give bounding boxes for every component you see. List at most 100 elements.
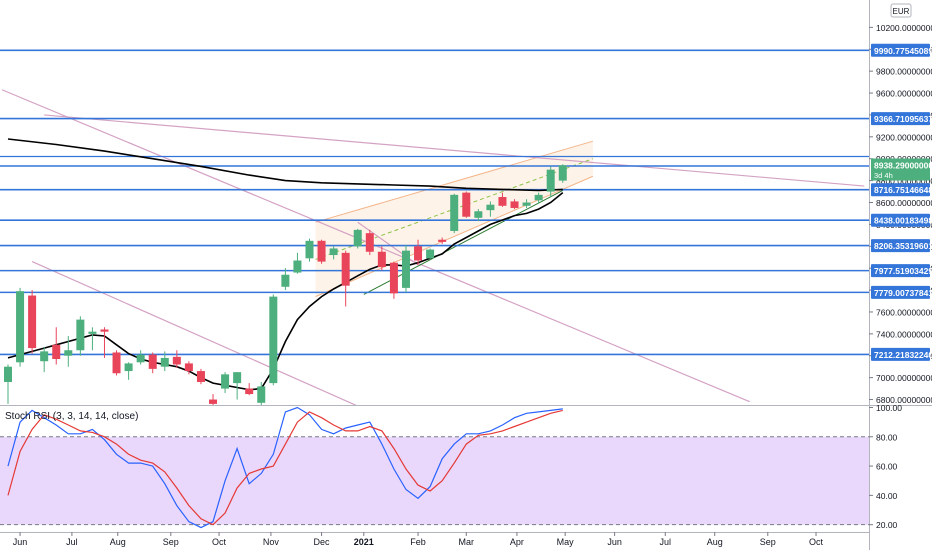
price-axis-label: 8800.00000000	[876, 176, 932, 186]
candle	[100, 327, 109, 358]
stoch-rsi-band-fill	[0, 436, 869, 525]
candle-body	[317, 240, 326, 262]
stoch-rsi-pane[interactable]	[0, 406, 869, 529]
candle-body	[329, 248, 338, 256]
currency-badge[interactable]: EUR	[890, 3, 912, 18]
price-axis-label: 8600.00000000	[876, 198, 932, 208]
current-price-countdown: 3d 4h	[874, 171, 893, 180]
trendline-3[interactable]	[44, 114, 865, 187]
candle-body	[52, 344, 61, 360]
candle-body	[353, 229, 362, 247]
time-axis-label: Jun	[607, 537, 622, 547]
time-axis-label: 2021	[354, 537, 374, 547]
candle-body	[341, 252, 350, 286]
candle	[112, 350, 121, 376]
stoch-rsi-axis-label: 40.00	[876, 491, 898, 501]
level-price-label-bg	[871, 347, 930, 361]
candle	[329, 246, 338, 260]
level-price-label-bg	[871, 43, 930, 57]
trendlines[interactable]	[1, 89, 865, 406]
trendline-2[interactable]	[31, 261, 358, 406]
stoch-rsi-axis-label: 80.00	[876, 432, 898, 442]
candle	[474, 209, 483, 222]
candle	[353, 228, 362, 249]
current-price-label: 8938.29000000	[874, 160, 932, 170]
candle	[124, 362, 133, 380]
price-axis-label: 10200.00000000	[876, 23, 932, 33]
stoch-rsi-axis[interactable]: 100.00 80.00 60.00 40.00 20.00	[869, 403, 902, 530]
time-axis-label: Oct	[809, 537, 824, 547]
time-axis[interactable]: Jun Jul Aug Sep Oct Nov Dec 2021 Feb Mar Apr May Jun…	[13, 532, 824, 547]
level-price-label-bg	[871, 213, 930, 227]
candle-body	[281, 274, 290, 287]
time-axis-label: May	[557, 537, 575, 547]
stoch-rsi-axis-label: 60.00	[876, 462, 898, 472]
time-axis-label: Jun	[13, 537, 28, 547]
candle-body	[112, 352, 121, 374]
candle	[64, 336, 73, 367]
candle	[510, 199, 519, 210]
time-axis-label: Dec	[314, 537, 331, 547]
price-pane[interactable]	[0, 49, 869, 406]
candle	[341, 250, 350, 307]
level-price-label-bg	[871, 112, 930, 126]
stoch-rsi-k-line	[7, 406, 563, 529]
candle-body	[196, 371, 205, 383]
stoch-rsi-d-line	[7, 409, 563, 526]
level-price-label: 9990.77545089	[874, 46, 932, 56]
time-axis-label: Jul	[66, 537, 78, 547]
candle	[160, 351, 169, 372]
channel-upper-line[interactable]	[315, 140, 594, 223]
level-price-label: 8206.35319601	[874, 241, 932, 251]
candle-body	[76, 319, 85, 351]
candle-body	[269, 296, 278, 384]
candle-body	[136, 354, 145, 363]
price-axis-label: 7000.00000000	[876, 373, 932, 383]
candle-body	[124, 363, 133, 372]
candle-body	[16, 291, 25, 363]
stoch-rsi-label[interactable]: Stoch RSI (3, 3, 14, 14, close)	[5, 411, 138, 422]
time-axis-label: Nov	[263, 537, 280, 547]
candle	[28, 290, 37, 354]
candle-body	[40, 351, 49, 362]
candle	[365, 229, 374, 256]
candle	[293, 252, 302, 274]
candle-body	[293, 260, 302, 273]
time-axis-label: Jul	[660, 537, 672, 547]
candle	[401, 245, 410, 293]
horizontal-levels[interactable]	[0, 49, 869, 356]
candle-body	[414, 246, 423, 261]
candle	[486, 201, 495, 217]
stoch-rsi-axis-label: 100.00	[876, 403, 902, 413]
candle	[534, 192, 543, 204]
candle-body	[462, 192, 471, 217]
candle	[4, 364, 12, 404]
candle	[426, 248, 435, 260]
candle	[172, 350, 181, 368]
price-axis-label: 7600.00000000	[876, 307, 932, 317]
candle	[498, 192, 507, 207]
candle	[40, 346, 49, 373]
candle	[233, 372, 242, 400]
time-axis-label: Feb	[410, 537, 426, 547]
level-price-label: 8716.75146648	[874, 185, 932, 195]
candle-body	[389, 262, 398, 294]
candle	[522, 199, 531, 208]
candle-body	[558, 165, 567, 181]
candle	[377, 246, 386, 271]
candle-body	[233, 372, 242, 384]
candle	[16, 287, 25, 367]
candle	[546, 166, 555, 198]
candle	[389, 261, 398, 299]
price-axis-label: 7400.00000000	[876, 329, 932, 339]
candle-body	[148, 354, 157, 369]
candle-body	[401, 250, 410, 288]
level-price-label-bg	[871, 239, 930, 253]
price-axis-label: 9200.00000000	[876, 132, 932, 142]
time-axis-label: Sep	[760, 537, 776, 547]
candle	[209, 394, 218, 405]
channel-lower-line[interactable]	[315, 175, 594, 298]
current-price-label-bg	[871, 158, 930, 181]
time-axis-label: Mar	[459, 537, 475, 547]
